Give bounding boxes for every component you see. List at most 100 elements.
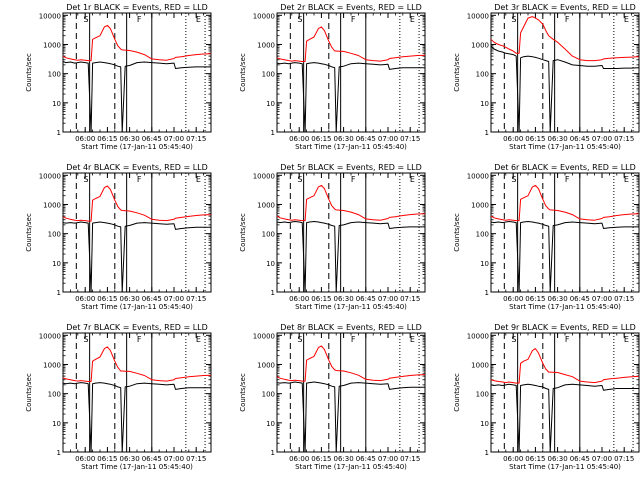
y-tick-label: 10000 [253,12,275,20]
series-line-lld [276,26,426,62]
marker-label: E [410,15,415,24]
x-tick-label: 07:15 [186,455,206,463]
y-tick-label: 10000 [253,172,275,180]
marker-label: E [624,15,629,24]
plot-frame [62,172,212,293]
x-tick-label: 06:30 [120,455,140,463]
plot-title: Det 9r BLACK = Events, RED = LLD [494,323,636,332]
x-tick-label: 06:30 [548,295,568,303]
y-tick-label: 1 [271,449,275,457]
series-line-events [276,62,425,133]
marker-label: S [297,335,302,344]
y-tick-label: 100 [476,231,489,239]
marker-label: S [297,15,302,24]
x-tick-label: 06:00 [503,135,523,143]
y-tick-label: 1000 [43,361,61,369]
x-tick-label: 06:00 [75,135,95,143]
panel-det-4: Det 4r BLACK = Events, RED = LLD Counts/s… [25,163,212,311]
plot-frame [490,12,640,133]
panel-det-9: Det 9r BLACK = Events, RED = LLD Counts/s… [453,323,640,471]
panel-det-5: Det 5r BLACK = Events, RED = LLD Counts/s… [239,163,426,311]
plot-title: Det 8r BLACK = Events, RED = LLD [280,323,422,332]
marker-label: F [565,175,570,184]
y-tick-label: 10000 [467,172,489,180]
y-tick-label: 1000 [257,201,275,209]
x-axis-label: Start Time (17-Jan-11 05:45:40) [509,463,621,471]
x-tick-label: 06:15 [525,135,545,143]
y-axis-label: Counts/sec [25,53,33,92]
plot-title: Det 4r BLACK = Events, RED = LLD [66,163,208,172]
plot-frame [490,172,640,293]
x-tick-label: 06:00 [289,455,309,463]
x-tick-label: 07:00 [592,295,612,303]
marker-label: E [196,175,201,184]
y-tick-label: 100 [476,391,489,399]
series-line-events [62,382,211,453]
x-tick-label: 06:00 [503,295,523,303]
x-axis-label: Start Time (17-Jan-11 05:45:40) [509,303,621,311]
x-tick-label: 07:00 [164,135,184,143]
x-tick-label: 07:15 [400,455,420,463]
x-tick-label: 06:45 [356,135,376,143]
y-tick-label: 10 [52,420,61,428]
panel-det-3: Det 3r BLACK = Events, RED = LLD Counts/s… [453,3,640,151]
marker-label: E [196,15,201,24]
x-tick-label: 07:00 [592,135,612,143]
x-tick-label: 06:15 [311,295,331,303]
x-tick-label: 06:30 [548,455,568,463]
plot-frame [276,172,426,293]
x-tick-label: 07:15 [614,295,634,303]
y-axis-label: Counts/sec [25,213,33,252]
y-tick-label: 10 [480,420,489,428]
marker-label: E [410,335,415,344]
plot-frame [490,332,640,453]
y-tick-label: 10000 [39,172,61,180]
marker-label: E [624,335,629,344]
y-tick-label: 10000 [467,332,489,340]
x-axis-label: Start Time (17-Jan-11 05:45:40) [295,143,407,151]
x-tick-label: 06:00 [289,295,309,303]
y-tick-label: 1000 [43,201,61,209]
series-line-lld [490,348,640,384]
x-tick-label: 07:00 [592,455,612,463]
x-tick-label: 07:15 [614,455,634,463]
x-tick-label: 06:15 [97,455,117,463]
x-tick-label: 06:45 [142,455,162,463]
y-tick-label: 1 [485,449,489,457]
series-line-lld [62,185,212,222]
y-tick-label: 100 [48,231,61,239]
x-tick-label: 06:45 [356,295,376,303]
panel-det-8: Det 8r BLACK = Events, RED = LLD Counts/s… [239,323,426,471]
x-axis-label: Start Time (17-Jan-11 05:45:40) [295,463,407,471]
y-tick-label: 100 [262,391,275,399]
plot-title: Det 5r BLACK = Events, RED = LLD [280,163,422,172]
y-tick-label: 1 [271,129,275,137]
x-tick-label: 06:15 [311,455,331,463]
y-axis-label: Counts/sec [239,373,247,412]
x-tick-label: 06:15 [311,135,331,143]
x-tick-label: 06:45 [142,295,162,303]
x-tick-label: 06:30 [120,295,140,303]
panel-det-7: Det 7r BLACK = Events, RED = LLD Counts/s… [25,323,212,471]
x-tick-label: 07:00 [164,295,184,303]
marker-label: S [511,335,516,344]
marker-label: S [83,15,88,24]
x-tick-label: 06:45 [570,295,590,303]
marker-label: S [511,175,516,184]
x-tick-label: 06:45 [142,135,162,143]
plot-frame [62,332,212,453]
y-tick-label: 10 [266,100,275,108]
x-tick-label: 07:15 [186,135,206,143]
marker-label: E [196,335,201,344]
y-tick-label: 10 [480,260,489,268]
y-tick-label: 1 [57,129,61,137]
series-line-events [62,61,211,133]
y-axis-label: Counts/sec [239,213,247,252]
y-tick-label: 100 [48,391,61,399]
plot-title: Det 2r BLACK = Events, RED = LLD [280,3,422,12]
x-tick-label: 06:00 [503,455,523,463]
y-tick-label: 1000 [257,361,275,369]
y-axis-label: Counts/sec [25,373,33,412]
y-axis-label: Counts/sec [239,53,247,92]
